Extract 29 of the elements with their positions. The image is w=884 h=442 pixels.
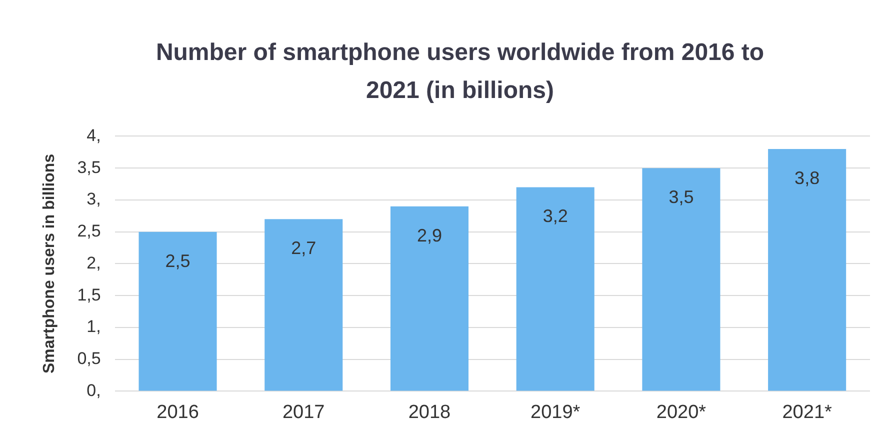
y-tick-label: 2,5 bbox=[77, 222, 101, 241]
y-tick-label: 0,5 bbox=[77, 349, 101, 368]
data-label: 2,9 bbox=[416, 225, 442, 246]
bar bbox=[264, 219, 343, 391]
x-tick-label: 2021* bbox=[782, 402, 832, 423]
data-label: 2,7 bbox=[291, 238, 316, 258]
bar bbox=[516, 187, 594, 391]
x-tick-label: 2017 bbox=[282, 402, 325, 423]
y-tick-label: 2, bbox=[86, 253, 101, 272]
x-tick-label: 2020* bbox=[656, 402, 707, 423]
chart-title: Number of smartphone users worldwide from 2016 to 2021 (in billions) bbox=[154, 38, 766, 106]
y-tick-label: 4, bbox=[86, 126, 101, 145]
y-tick-label: 3, bbox=[86, 190, 101, 209]
y-tick-label: 3,5 bbox=[77, 158, 101, 177]
y-axis-title: Smartphone users in billions bbox=[41, 154, 58, 374]
bar bbox=[642, 168, 720, 391]
bar bbox=[390, 206, 469, 391]
bar bbox=[768, 148, 846, 391]
y-tick-label: 1,5 bbox=[77, 285, 101, 304]
data-label: 2,5 bbox=[165, 250, 190, 271]
bar bbox=[138, 232, 217, 391]
data-label: 3,5 bbox=[668, 187, 694, 208]
data-label: 3,2 bbox=[542, 206, 568, 226]
y-tick-label: 0, bbox=[86, 380, 101, 400]
x-tick-label: 2016 bbox=[156, 402, 199, 423]
y-tick-label: 1, bbox=[86, 317, 101, 336]
data-label: 3,8 bbox=[794, 168, 820, 188]
x-tick-label: 2018 bbox=[408, 402, 451, 423]
x-tick-label: 2019* bbox=[530, 402, 581, 423]
